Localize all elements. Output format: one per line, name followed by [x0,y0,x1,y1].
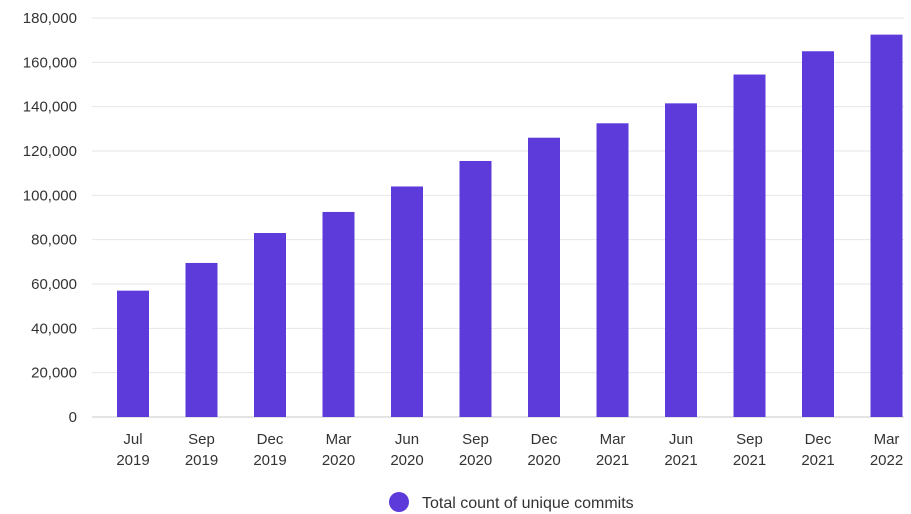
y-axis: 0 20,000 40,000 60,000 80,000 100,000 120,000 1… [23,10,77,426]
bar[interactable] [254,233,286,417]
x-tick-year: 2020 [322,452,355,469]
y-tick-label: 80,000 [31,232,77,249]
bar[interactable] [459,160,492,417]
x-tick-year: 2021 [801,452,834,469]
legend-marker[interactable] [389,492,409,512]
x-tick-month: Dec [257,431,284,448]
x-tick-month: Jul [123,431,142,448]
y-tick-label: 180,000 [23,10,77,27]
y-tick-label: 160,000 [23,54,77,71]
bar[interactable] [322,211,355,417]
x-tick-year: 2021 [664,452,697,469]
bar[interactable] [185,262,218,417]
bar[interactable] [665,103,697,417]
y-tick-label: 0 [69,409,77,426]
x-tick-month: Mar [874,431,900,448]
gridlines [92,17,904,418]
y-tick-label: 40,000 [31,320,77,337]
y-tick-label: 140,000 [23,99,77,116]
x-tick-year: 2021 [733,452,766,469]
bar[interactable] [596,123,629,418]
bar[interactable] [528,137,560,417]
x-tick-year: 2021 [596,452,629,469]
x-tick-year: 2019 [185,452,218,469]
bar[interactable] [117,290,149,417]
bar[interactable] [391,186,423,417]
y-tick-label: 100,000 [23,187,77,204]
x-tick-month: Dec [531,431,558,448]
bar[interactable] [802,51,834,417]
bars [117,34,903,418]
x-tick-month: Jun [669,431,693,448]
bar[interactable] [870,34,903,417]
y-tick-label: 120,000 [23,143,77,160]
x-tick-month: Sep [462,431,489,448]
x-tick-year: 2020 [390,452,423,469]
x-tick-month: Mar [600,431,626,448]
x-tick-month: Dec [805,431,832,448]
x-tick-year: 2022 [870,452,903,469]
x-tick-month: Sep [188,431,215,448]
x-tick-month: Mar [326,431,352,448]
x-tick-year: 2019 [253,452,286,469]
y-tick-label: 60,000 [31,276,77,293]
x-tick-year: 2020 [459,452,492,469]
x-axis: Jul 2019 Sep 2019 Dec 2019 Mar 2020 Jun 2020 Sep 20… [116,431,903,469]
legend-label[interactable]: Total count of unique commits [422,495,634,512]
x-tick-month: Jun [395,431,419,448]
legend[interactable]: Total count of unique commits [389,492,634,512]
x-tick-year: 2019 [116,452,149,469]
bar[interactable] [733,74,766,418]
x-tick-year: 2020 [527,452,560,469]
x-tick-month: Sep [736,431,763,448]
y-tick-label: 20,000 [31,365,77,382]
